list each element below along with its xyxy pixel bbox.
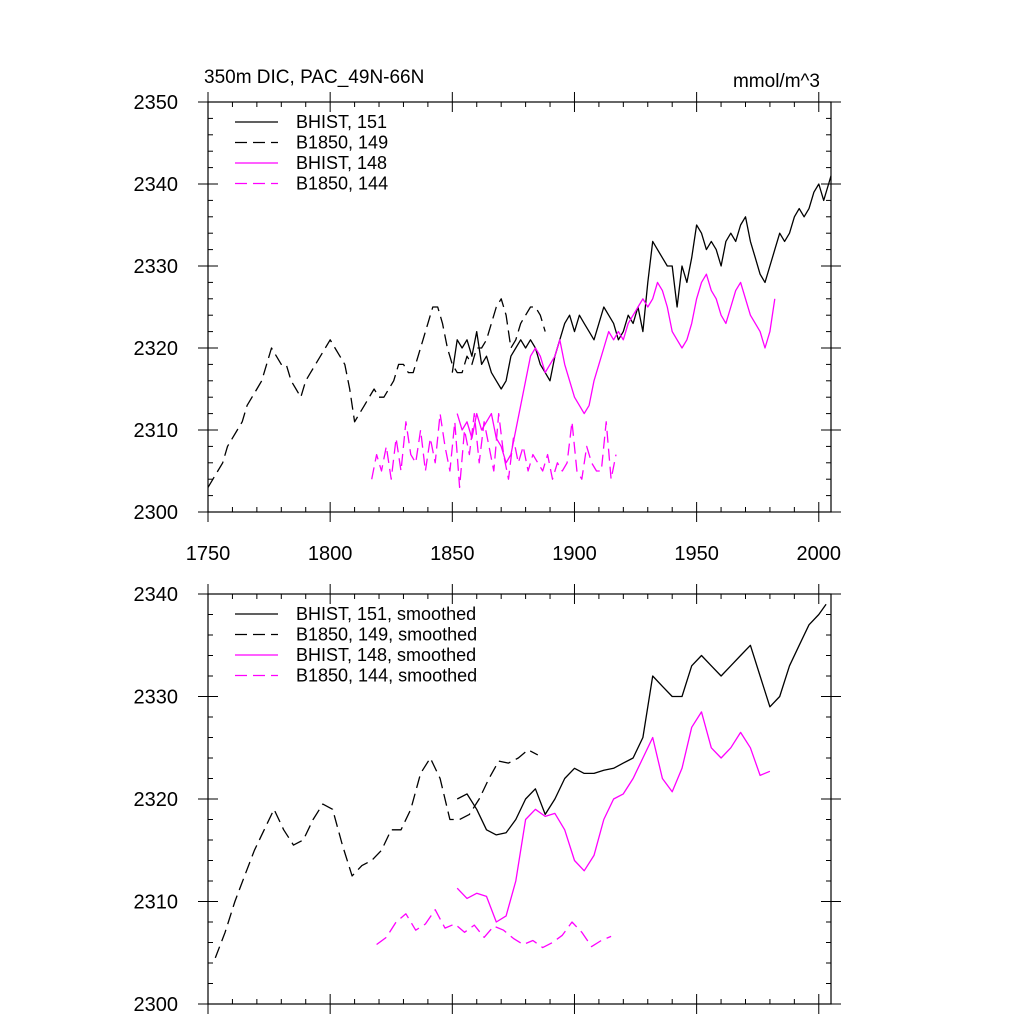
top-legend-label-3: BHIST, 148 [296,153,387,173]
bottom-legend-label-2: B1850, 149, smoothed [296,625,477,645]
bottom-series-line-2 [214,749,539,959]
top-series-line-2 [207,298,546,488]
bottom-y-tick-label: 2330 [134,687,179,709]
bottom-legend-label-4: B1850, 144, smoothed [296,666,477,686]
top-series-layer [207,175,832,489]
bottom-y-tick-label: 2300 [134,994,179,1016]
top-y-tick-label: 2300 [134,502,179,524]
top-x-tick-label: 1900 [552,543,597,565]
top-series-line-4 [371,412,617,489]
chart-title: 350m DIC, PAC_49N-66N [204,67,424,88]
top-legend-label-4: B1850, 144 [296,174,388,194]
bottom-series-line-4 [376,909,612,949]
bottom-axes-layer: 2300 2310 2320 2330 2340 [134,584,841,1016]
top-axes-layer: 1750 1800 1850 1900 1950 2000 2300 2310 2320 2330… [134,92,842,565]
top-series-line-3 [456,273,776,464]
bottom-series-line-1 [456,603,827,836]
bottom-y-tick-label: 2340 [134,584,179,606]
top-y-tick-label: 2320 [134,338,179,360]
bottom-y-tick-label: 2320 [134,789,179,811]
top-x-tick-label: 1750 [186,543,231,565]
bottom-legend-label-1: BHIST, 151, smoothed [296,604,476,624]
bottom-series-line-3 [456,711,771,923]
top-y-tick-label: 2310 [134,420,179,442]
top-y-tick-label: 2340 [134,174,179,196]
top-x-tick-label: 1850 [430,543,475,565]
top-plot-frame [207,101,832,513]
top-x-tick-label: 1800 [308,543,353,565]
top-legend-label-2: B1850, 149 [296,133,388,153]
units-label: mmol/m^3 [733,71,820,92]
top-x-tick-label: 2000 [797,543,842,565]
top-y-tick-label: 2330 [134,256,179,278]
bottom-panel: 2300 2310 2320 2330 2340 BHIST, 151, smoothe… [134,584,841,1016]
top-y-tick-label: 2350 [134,92,179,114]
bottom-y-tick-label: 2310 [134,892,179,914]
top-x-tick-label: 1950 [674,543,719,565]
bottom-legend-label-3: BHIST, 148, smoothed [296,645,476,665]
bottom-series-layer [214,603,827,959]
top-series-line-1 [451,175,832,390]
top-legend-label-1: BHIST, 151 [296,112,387,132]
top-panel: 1750 1800 1850 1900 1950 2000 2300 2310 2320 2330… [134,67,842,565]
